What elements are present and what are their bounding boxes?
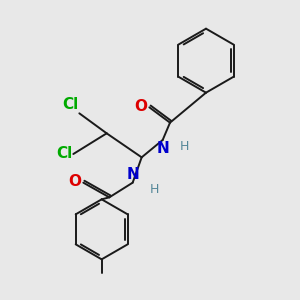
Text: N: N [126,167,139,182]
Text: O: O [68,174,81,189]
Text: Cl: Cl [62,97,78,112]
Text: O: O [134,99,147,114]
Text: Cl: Cl [56,146,72,161]
Text: N: N [156,141,169,156]
Text: H: H [150,183,159,196]
Text: H: H [180,140,189,153]
